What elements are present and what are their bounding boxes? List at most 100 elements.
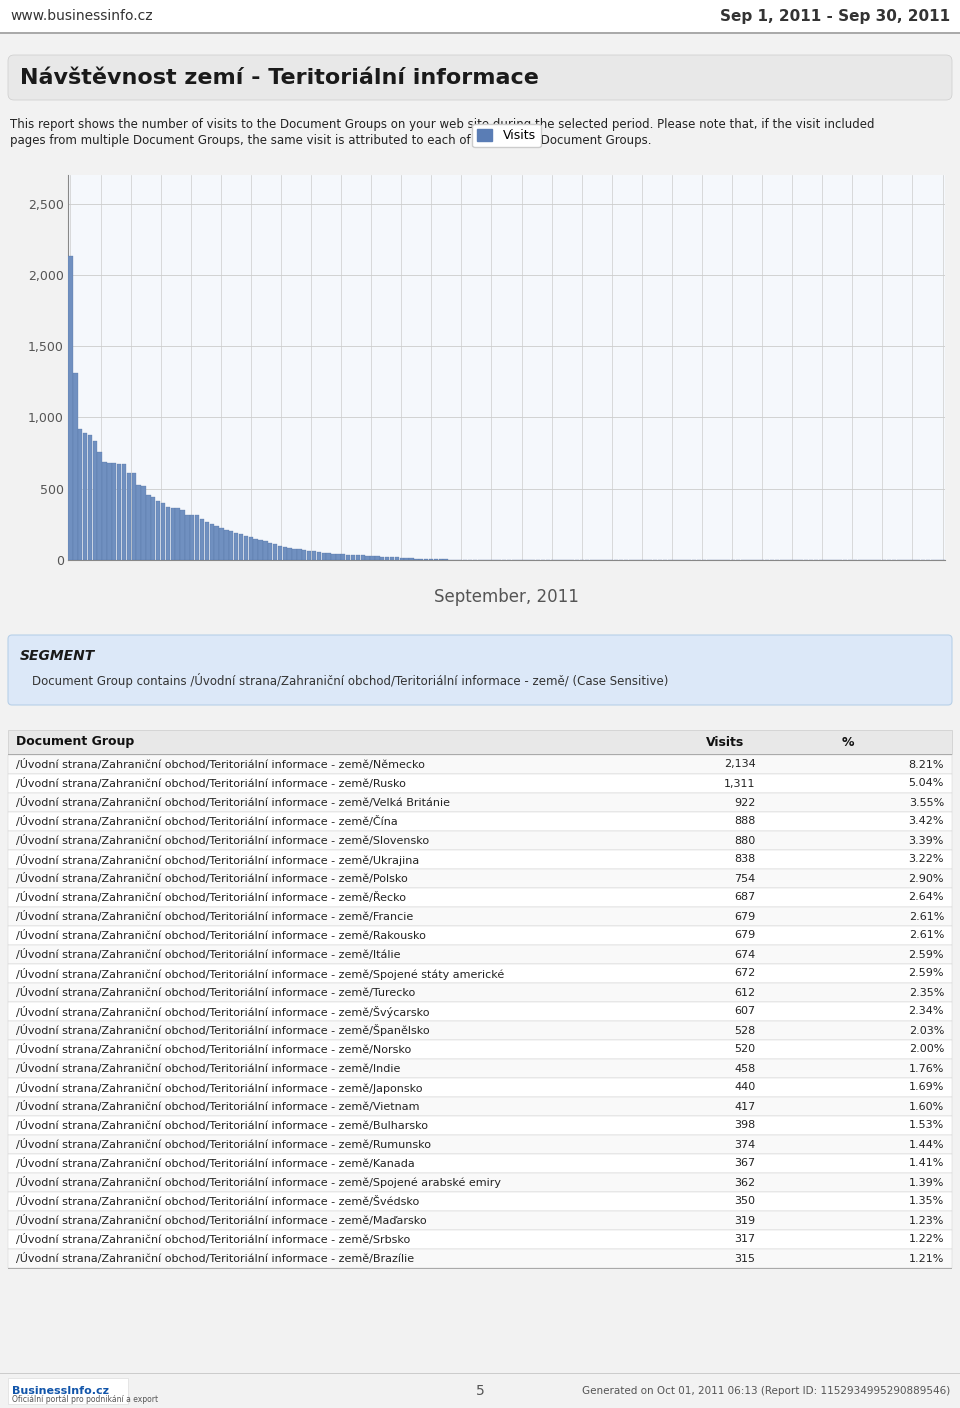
Text: Document Group contains /Úvodní strana/Zahraniční obchod/Teritoriální informace : Document Group contains /Úvodní strana/Z… [32, 673, 668, 689]
FancyBboxPatch shape [8, 55, 952, 100]
Bar [331, 553, 336, 560]
Bar [180, 510, 184, 560]
Text: /Úvodní strana/Zahraniční obchod/Teritoriální informace - země/Japonsko: /Úvodní strana/Zahraniční obchod/Teritor… [16, 1081, 422, 1094]
Text: 1.41%: 1.41% [908, 1159, 944, 1169]
Text: 440: 440 [734, 1083, 756, 1093]
Text: 362: 362 [734, 1177, 756, 1187]
Bar [302, 551, 306, 560]
Bar [87, 435, 92, 560]
Bar [185, 514, 189, 560]
Text: /Úvodní strana/Zahraniční obchod/Teritoriální informace - země/Rumunsko: /Úvodní strana/Zahraniční obchod/Teritor… [16, 1139, 431, 1150]
Bar [136, 484, 141, 560]
Bar [239, 534, 243, 560]
Bar [298, 549, 301, 560]
Text: BusinessInfo.cz: BusinessInfo.cz [12, 1385, 109, 1395]
Text: /Úvodní strana/Zahraniční obchod/Teritoriální informace - země/Velká Británie: /Úvodní strana/Zahraniční obchod/Teritor… [16, 797, 450, 808]
Bar [0, 0, 960, 32]
Text: 520: 520 [734, 1045, 756, 1055]
Bar [83, 434, 87, 560]
Text: 679: 679 [734, 931, 756, 941]
Bar [8, 1002, 952, 1021]
Bar [312, 552, 316, 560]
Text: 888: 888 [734, 817, 756, 826]
Bar [117, 463, 121, 560]
Bar [8, 1097, 952, 1117]
Text: %: % [842, 735, 854, 749]
Bar [8, 1173, 952, 1193]
Bar [399, 558, 404, 560]
Text: /Úvodní strana/Zahraniční obchod/Teritoriální informace - země/Polsko: /Úvodní strana/Zahraniční obchod/Teritor… [16, 873, 408, 884]
Bar [361, 555, 365, 560]
Bar [258, 541, 263, 560]
Text: Visits: Visits [707, 735, 745, 749]
Legend: Visits: Visits [472, 124, 540, 146]
Bar [151, 497, 156, 560]
Text: 674: 674 [734, 949, 756, 959]
Text: 5: 5 [475, 1384, 485, 1398]
Text: 1,311: 1,311 [724, 779, 756, 788]
Text: /Úvodní strana/Zahraniční obchod/Teritoriální informace - země/Ukrajina: /Úvodní strana/Zahraniční obchod/Teritor… [16, 853, 420, 866]
Text: 687: 687 [734, 893, 756, 903]
Text: /Úvodní strana/Zahraniční obchod/Teritoriální informace - země/Řecko: /Úvodní strana/Zahraniční obchod/Teritor… [16, 893, 406, 903]
Bar [171, 508, 175, 560]
Text: SEGMENT: SEGMENT [20, 649, 95, 663]
Bar [234, 532, 238, 560]
Bar [8, 1378, 128, 1404]
Text: 607: 607 [734, 1007, 756, 1017]
Bar [112, 463, 116, 560]
Bar [8, 1249, 952, 1269]
Text: 2.59%: 2.59% [908, 949, 944, 959]
Text: September, 2011: September, 2011 [434, 589, 579, 605]
Text: /Úvodní strana/Zahraniční obchod/Teritoriální informace - země/Francie: /Úvodní strana/Zahraniční obchod/Teritor… [16, 911, 413, 922]
Bar [8, 888, 952, 907]
Bar [273, 545, 277, 560]
Text: 528: 528 [734, 1025, 756, 1035]
Text: 2.59%: 2.59% [908, 969, 944, 979]
Text: 1.44%: 1.44% [908, 1139, 944, 1149]
Bar [8, 729, 952, 755]
Text: 458: 458 [734, 1063, 756, 1073]
Text: 672: 672 [734, 969, 756, 979]
Text: /Úvodní strana/Zahraniční obchod/Teritoriální informace - země/Brazílie: /Úvodní strana/Zahraniční obchod/Teritor… [16, 1253, 414, 1264]
Bar [146, 494, 151, 560]
Text: www.businessinfo.cz: www.businessinfo.cz [10, 8, 153, 23]
Bar [326, 553, 331, 560]
Bar [390, 558, 395, 560]
Text: 2.35%: 2.35% [908, 987, 944, 997]
Text: 3.42%: 3.42% [908, 817, 944, 826]
Bar [209, 524, 214, 560]
Bar [92, 441, 97, 560]
Text: /Úvodní strana/Zahraniční obchod/Teritoriální informace - země/Maďarsko: /Úvodní strana/Zahraniční obchod/Teritor… [16, 1215, 426, 1226]
Text: Oficiální portál pro podnikání a export: Oficiální portál pro podnikání a export [12, 1395, 158, 1405]
Bar [371, 556, 374, 560]
Text: This report shows the number of visits to the Document Groups on your web site d: This report shows the number of visits t… [10, 118, 875, 131]
Text: 1.35%: 1.35% [909, 1197, 944, 1207]
Bar [108, 463, 111, 560]
Bar [317, 552, 321, 560]
Text: /Úvodní strana/Zahraniční obchod/Teritoriální informace - země/Čína: /Úvodní strana/Zahraniční obchod/Teritor… [16, 817, 397, 826]
Bar [249, 538, 252, 560]
Text: /Úvodní strana/Zahraniční obchod/Teritoriální informace - země/Slovensko: /Úvodní strana/Zahraniční obchod/Teritor… [16, 835, 429, 846]
Text: 1.76%: 1.76% [908, 1063, 944, 1073]
Bar [409, 559, 414, 560]
Bar [8, 1059, 952, 1079]
Bar [8, 1041, 952, 1059]
Text: 2.00%: 2.00% [908, 1045, 944, 1055]
Bar [8, 869, 952, 888]
Text: 2.64%: 2.64% [908, 893, 944, 903]
Text: 8.21%: 8.21% [908, 759, 944, 770]
Text: 880: 880 [734, 835, 756, 845]
Bar [336, 553, 341, 560]
Text: /Úvodní strana/Zahraniční obchod/Teritoriální informace - země/Španělsko: /Úvodní strana/Zahraniční obchod/Teritor… [16, 1025, 430, 1036]
Bar [356, 555, 360, 560]
Bar [103, 462, 107, 560]
Bar [253, 539, 258, 560]
Text: Generated on Oct 01, 2011 06:13 (Report ID: 1152934995290889546): Generated on Oct 01, 2011 06:13 (Report … [582, 1385, 950, 1395]
Text: /Úvodní strana/Zahraniční obchod/Teritoriální informace - země/Vietnam: /Úvodní strana/Zahraniční obchod/Teritor… [16, 1101, 420, 1112]
Bar [282, 548, 287, 560]
Bar [8, 945, 952, 964]
Bar [8, 831, 952, 850]
Text: /Úvodní strana/Zahraniční obchod/Teritoriální informace - země/Bulharsko: /Úvodní strana/Zahraniční obchod/Teritor… [16, 1119, 428, 1131]
Bar [395, 558, 399, 560]
Text: 838: 838 [734, 855, 756, 865]
